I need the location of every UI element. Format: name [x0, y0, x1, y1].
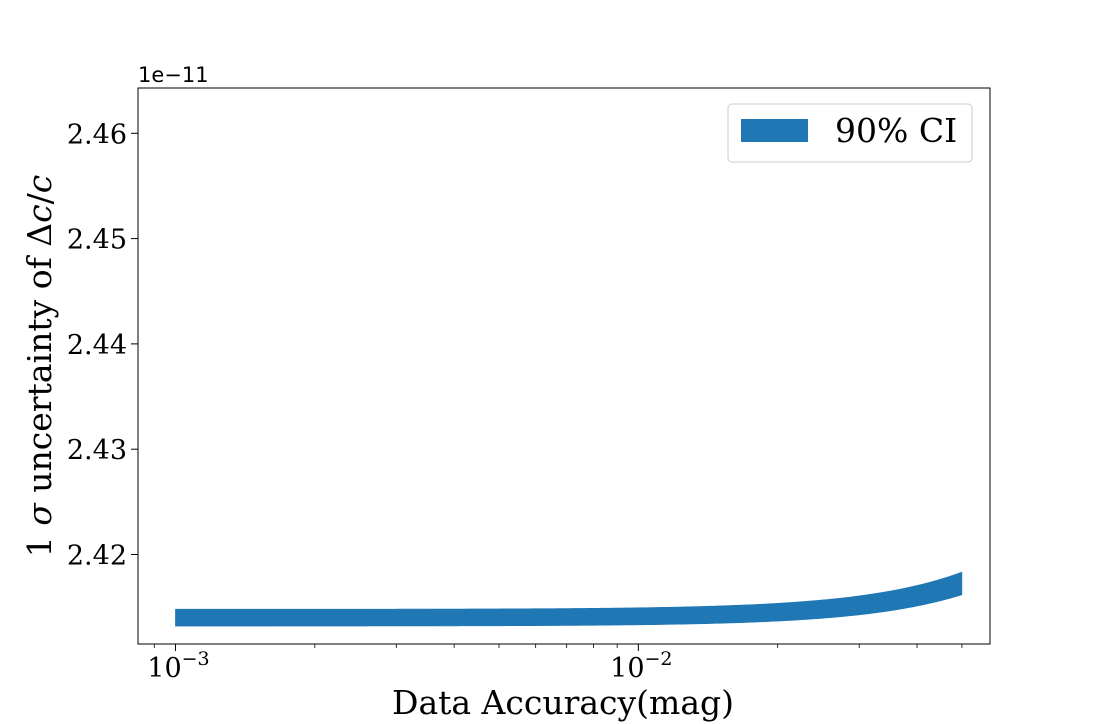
plot-frame: [137, 87, 991, 645]
legend-label: 90% CI: [835, 111, 957, 150]
ci-band-layer: [175, 571, 963, 627]
x-tick-label-1: 10−2: [610, 648, 672, 684]
y-tick-label-0: 2.42: [67, 540, 127, 571]
y-tick-label-2: 2.44: [67, 330, 127, 361]
y-tick-label-3: 2.45: [67, 225, 127, 256]
y-offset-text: 1e−11: [138, 63, 209, 87]
y-axis-ticks: 2.42 2.43 2.44 2.45 2.46: [67, 119, 138, 571]
x-tick-label-0: 10−3: [147, 648, 209, 684]
x-axis-label: Data Accuracy(mag): [392, 683, 734, 722]
legend-swatch: [741, 119, 808, 142]
legend: 90% CI: [727, 103, 973, 163]
y-axis-label: 1 σ uncertainty of Δc/c: [20, 175, 59, 557]
ci-band-series-0: [175, 571, 963, 627]
legend-box: [727, 103, 973, 163]
x-axis-ticks: 10−3 10−2: [147, 644, 963, 684]
y-tick-label-1: 2.43: [67, 435, 127, 466]
y-tick-label-4: 2.46: [67, 119, 127, 150]
